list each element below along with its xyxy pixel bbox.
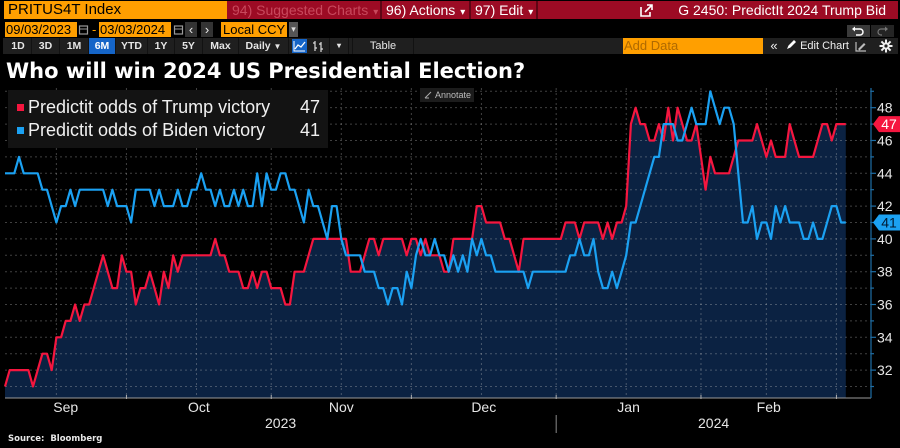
frequency-select[interactable]: Daily ▼ xyxy=(239,38,289,54)
add-data-input[interactable]: Add Data xyxy=(623,38,763,54)
last-value-label-biden: 41 xyxy=(881,214,897,230)
candle-chart-button[interactable] xyxy=(311,39,325,53)
line-chart-icon xyxy=(293,41,306,52)
axis-layer: Sep Oct Nov Dec Jan Feb 2023 2024 32 34 36 38 40 42 44… xyxy=(5,88,900,433)
start-date-field[interactable]: 09/03/2023 xyxy=(5,22,77,37)
legend-item-trump[interactable]: Predictit odds of Trump victory 47 xyxy=(8,96,328,119)
y-tick-label: 48 xyxy=(877,100,893,116)
period-6m[interactable]: 6M xyxy=(89,38,116,54)
x-tick-label: Jan xyxy=(617,399,640,415)
end-date-field[interactable]: 03/03/2024 xyxy=(99,22,171,37)
chart-title: Who will win 2024 US Presidential Electi… xyxy=(6,59,526,83)
security-input[interactable]: PRITUS4T Index xyxy=(4,1,227,19)
prev-period-button[interactable]: ‹ xyxy=(185,22,197,37)
legend: Predictit odds of Trump victory 47 Predi… xyxy=(8,90,328,148)
actions-label: 96) Actions xyxy=(386,2,456,18)
chevron-down-icon: ▾ xyxy=(460,7,466,18)
x-year-label: 2024 xyxy=(698,415,729,431)
actions-menu[interactable]: 96) Actions ▾ xyxy=(386,1,465,19)
x-tick-label: Nov xyxy=(329,399,354,415)
edit-label: 97) Edit xyxy=(475,2,524,18)
y-tick-label: 36 xyxy=(877,297,893,313)
menu-divider xyxy=(469,1,471,19)
x-tick-label: Feb xyxy=(757,399,781,415)
annotate-label: Annotate xyxy=(435,90,472,100)
chevron-down-icon: ▼ xyxy=(273,42,282,51)
chart-type-dropdown[interactable]: ▾ xyxy=(329,38,349,54)
chevron-right-icon: › xyxy=(204,22,210,37)
chevron-down-icon: ▾ xyxy=(336,41,341,50)
x-tick-label: Sep xyxy=(53,399,78,415)
period-5y[interactable]: 5Y xyxy=(175,38,203,54)
chevron-down-icon: ▾ xyxy=(528,7,534,18)
x-year-label: 2023 xyxy=(265,415,296,431)
chart-edit-icon xyxy=(855,42,866,52)
annotate-button[interactable]: Annotate xyxy=(420,88,474,102)
gear-icon xyxy=(879,39,893,53)
settings-button[interactable] xyxy=(879,39,893,53)
suggested-charts-menu[interactable]: 94) Suggested Charts ▾ xyxy=(232,1,378,19)
period-1m[interactable]: 1M xyxy=(60,38,89,54)
frequency-label: Daily xyxy=(245,40,271,52)
period-ytd[interactable]: YTD xyxy=(116,38,148,54)
x-tick-label: Oct xyxy=(188,399,210,415)
redo-icon xyxy=(877,26,888,36)
period-1y[interactable]: 1Y xyxy=(148,38,175,54)
menu-divider xyxy=(536,1,538,19)
y-tick-label: 46 xyxy=(877,132,893,148)
period-1d[interactable]: 1D xyxy=(5,38,32,54)
last-value-tag-biden xyxy=(873,214,900,231)
series-layer xyxy=(3,90,846,388)
y-tick-label: 42 xyxy=(877,198,893,214)
table-button[interactable]: Table xyxy=(352,38,414,54)
series-line-biden xyxy=(5,90,846,306)
x-tick-label: Dec xyxy=(471,399,496,415)
legend-marker-trump xyxy=(17,104,24,111)
legend-item-biden[interactable]: Predictit odds of Biden victory 41 xyxy=(8,119,328,142)
legend-label-biden: Predictit odds of Biden victory xyxy=(28,120,266,140)
y-tick-label: 34 xyxy=(877,329,893,345)
y-tick-label: 32 xyxy=(877,362,893,378)
y-tick-label: 40 xyxy=(877,231,893,247)
chevron-left-icon: ‹ xyxy=(188,22,194,37)
edit-chart-label: Edit Chart xyxy=(800,40,849,52)
calendar-icon[interactable] xyxy=(173,23,184,36)
date-range-separator: - xyxy=(92,22,97,37)
chart-settings-edit-button[interactable] xyxy=(854,39,868,53)
undo-icon xyxy=(852,26,864,36)
edit-chart-button[interactable]: Edit Chart xyxy=(786,38,852,54)
legend-value-trump: 47 xyxy=(299,97,320,117)
redo-button[interactable] xyxy=(871,25,894,37)
candle-chart-icon xyxy=(313,41,323,52)
currency-dropdown-button[interactable]: ▾ xyxy=(289,22,298,37)
chevron-down-icon: ▾ xyxy=(373,7,379,18)
last-value-label-trump: 47 xyxy=(881,116,897,132)
legend-label-trump: Predictit odds of Trump victory xyxy=(28,97,271,117)
calendar-icon[interactable] xyxy=(78,23,89,36)
pencil-icon xyxy=(787,40,796,49)
function-bar xyxy=(227,1,898,19)
legend-value-biden: 41 xyxy=(299,120,320,140)
next-period-button[interactable]: › xyxy=(201,22,213,37)
edit-menu[interactable]: 97) Edit ▾ xyxy=(475,1,533,19)
source-note: Source: Bloomberg xyxy=(8,434,103,444)
suggested-charts-label: 94) Suggested Charts xyxy=(232,2,369,18)
y-tick-label: 44 xyxy=(877,165,893,181)
double-chevron-left-icon: « xyxy=(770,38,778,53)
export-icon[interactable] xyxy=(640,4,653,17)
collapse-button[interactable]: « xyxy=(768,38,780,54)
currency-select[interactable]: Local CCY xyxy=(221,22,287,37)
legend-marker-biden xyxy=(17,127,24,134)
period-3d[interactable]: 3D xyxy=(32,38,60,54)
window-title: G 2450: PredictIt 2024 Trump Bid xyxy=(678,2,886,18)
undo-button[interactable] xyxy=(847,25,870,37)
line-chart-button[interactable] xyxy=(292,39,307,53)
last-value-tag-trump xyxy=(873,116,900,133)
y-tick-label: 38 xyxy=(877,264,893,280)
annotate-pencil-icon xyxy=(424,91,432,99)
menu-divider xyxy=(380,1,382,19)
chevron-down-icon: ▾ xyxy=(291,24,296,34)
period-max[interactable]: Max xyxy=(203,38,239,54)
